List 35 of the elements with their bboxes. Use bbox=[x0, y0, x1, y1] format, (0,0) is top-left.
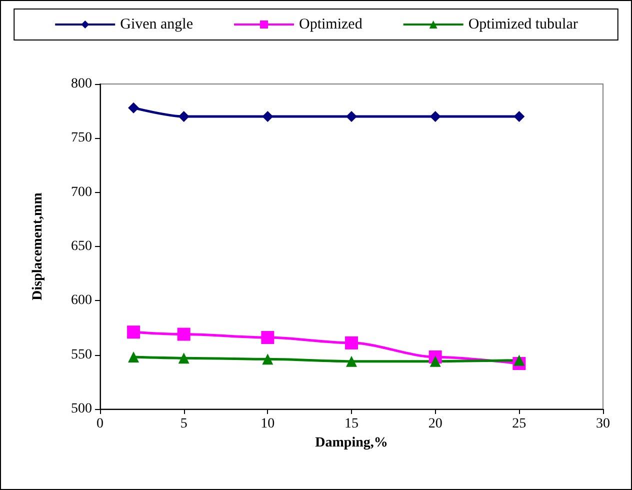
point bbox=[262, 354, 274, 365]
x-tick-label: 15 bbox=[344, 416, 358, 432]
point bbox=[178, 111, 190, 122]
y-tick-label: 550 bbox=[71, 347, 92, 362]
y-tick-label: 750 bbox=[71, 130, 92, 146]
point bbox=[514, 111, 525, 122]
point bbox=[262, 111, 274, 122]
x-tick-label: 10 bbox=[260, 416, 275, 432]
point bbox=[128, 102, 140, 114]
point bbox=[345, 336, 358, 350]
x-tick-label: 20 bbox=[428, 416, 442, 432]
legend-label: Optimized tubular bbox=[468, 16, 578, 32]
x-tick-label: 0 bbox=[96, 416, 104, 432]
y-axis-title: Displacement,mm bbox=[30, 192, 46, 300]
y-tick-label: 500 bbox=[71, 402, 92, 416]
x-axis-title: Damping,% bbox=[315, 435, 388, 450]
point bbox=[178, 352, 190, 364]
y-tick-label: 600 bbox=[71, 293, 92, 308]
point bbox=[128, 352, 140, 362]
point bbox=[346, 111, 357, 122]
legend-label: Optimized bbox=[299, 16, 363, 32]
legend-label: Given angle bbox=[120, 16, 194, 32]
y-tick-label: 650 bbox=[71, 239, 92, 254]
point bbox=[261, 331, 274, 344]
point bbox=[514, 354, 525, 366]
x-tick-label: 30 bbox=[596, 416, 610, 432]
point bbox=[346, 356, 357, 367]
point bbox=[127, 326, 140, 339]
point bbox=[430, 356, 441, 367]
point bbox=[430, 111, 441, 122]
x-tick-label: 25 bbox=[512, 416, 526, 432]
y-tick-label: 700 bbox=[71, 184, 92, 200]
x-tick-label: 5 bbox=[180, 416, 188, 432]
point bbox=[177, 328, 190, 341]
y-tick-label: 800 bbox=[71, 76, 92, 92]
